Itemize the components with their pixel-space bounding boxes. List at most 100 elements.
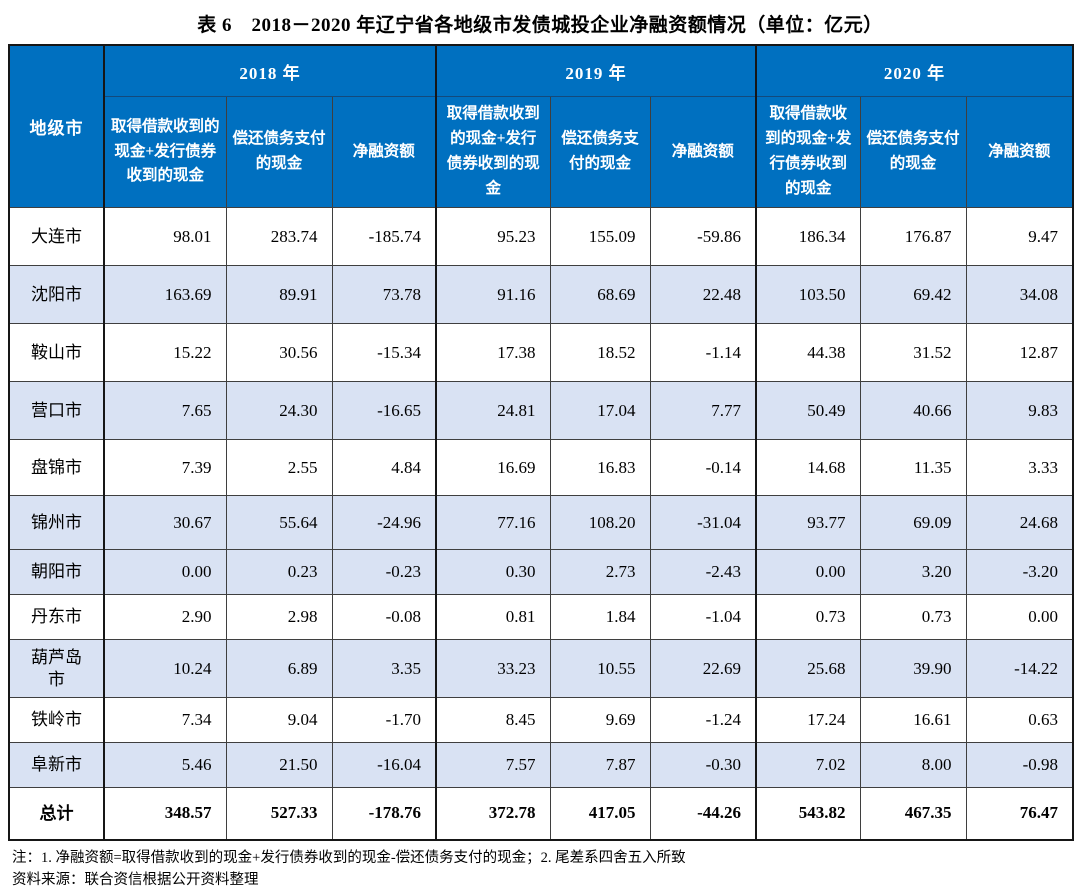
year-header-2020: 2020 年 [755,44,1074,97]
value-cell: 89.91 [225,265,333,324]
value-cell: 50.49 [755,381,861,440]
table-row: 铁岭市 7.34 9.04 -1.70 8.45 9.69 -1.24 17.24 16.61 0… [8,697,1074,743]
value-cell: 103.50 [755,265,861,324]
value-cell: 1.84 [549,594,651,640]
value-cell: -185.74 [331,207,437,266]
col-header-debt-repaid-2020: 偿还债务支付的现金 [859,96,967,208]
value-cell: 186.34 [755,207,861,266]
value-cell: 7.65 [103,381,227,440]
value-cell: 34.08 [965,265,1074,324]
year-header-row: 地级市 2018 年 2019 年 2020 年 [8,44,1074,208]
value-cell: -15.34 [331,323,437,382]
value-cell: 17.04 [549,381,651,440]
year-header-2018: 2018 年 [103,44,437,97]
value-cell: 30.56 [225,323,333,382]
value-cell: -1.70 [331,697,437,743]
table-row: 锦州市 30.67 55.64 -24.96 77.16 108.20 -31.04 93.7… [8,495,1074,550]
value-cell: 527.33 [225,787,333,840]
city-column-header: 地级市 [8,44,105,208]
value-cell: 69.09 [859,495,967,550]
value-cell: 0.00 [103,549,227,595]
table-notes: 注：1. 净融资额=取得借款收到的现金+发行债券收到的现金-偿还债务支付的现金；… [12,847,1070,891]
value-cell: 9.69 [549,697,651,743]
value-cell: 283.74 [225,207,333,266]
table-row: 葫芦岛市 10.24 6.89 3.35 33.23 10.55 22.69 25.68 39.… [8,639,1074,698]
value-cell: 0.73 [755,594,861,640]
value-cell: 0.00 [755,549,861,595]
value-cell: 95.23 [435,207,551,266]
col-header-debt-repaid-2019: 偿还债务支付的现金 [549,96,651,208]
value-cell: 24.81 [435,381,551,440]
value-cell: -1.14 [649,323,757,382]
city-cell: 大连市 [8,207,105,266]
value-cell: 16.69 [435,439,551,496]
value-cell: 372.78 [435,787,551,840]
year-header-2019: 2019 年 [435,44,757,97]
table-row: 大连市 98.01 283.74 -185.74 95.23 155.09 -59.86 18… [8,207,1074,266]
value-cell: 9.04 [225,697,333,743]
table-row: 盘锦市 7.39 2.55 4.84 16.69 16.83 -0.14 14.68 11.35… [8,439,1074,496]
source-line: 资料来源：联合资信根据公开资料整理 [12,871,259,888]
total-row: 总计 348.57 527.33 -178.76 372.78 417.05 -44.26 5… [8,787,1074,840]
value-cell: 7.34 [103,697,227,743]
value-cell: 24.68 [965,495,1074,550]
value-cell: 163.69 [103,265,227,324]
value-cell: 12.87 [965,323,1074,382]
city-cell: 盘锦市 [8,439,105,496]
value-cell: 18.52 [549,323,651,382]
value-cell: 40.66 [859,381,967,440]
city-cell: 朝阳市 [8,549,105,595]
value-cell: 7.77 [649,381,757,440]
value-cell: 2.90 [103,594,227,640]
value-cell: 77.16 [435,495,551,550]
city-cell: 丹东市 [8,594,105,640]
col-header-net-financing-2020: 净融资额 [965,96,1074,208]
value-cell: 2.73 [549,549,651,595]
value-cell: 33.23 [435,639,551,698]
value-cell: 2.98 [225,594,333,640]
col-header-cash-received-2018: 取得借款收到的现金+发行债券收到的现金 [103,96,227,208]
value-cell: 16.61 [859,697,967,743]
value-cell: 14.68 [755,439,861,496]
value-cell: 8.45 [435,697,551,743]
value-cell: 55.64 [225,495,333,550]
table-row: 朝阳市 0.00 0.23 -0.23 0.30 2.73 -2.43 0.00 3.20 -3.… [8,549,1074,595]
value-cell: 176.87 [859,207,967,266]
value-cell: 10.55 [549,639,651,698]
value-cell: 543.82 [755,787,861,840]
value-cell: 0.73 [859,594,967,640]
value-cell: 17.24 [755,697,861,743]
value-cell: 7.39 [103,439,227,496]
value-cell: 68.69 [549,265,651,324]
value-cell: -2.43 [649,549,757,595]
city-cell: 葫芦岛市 [8,639,105,698]
value-cell: -1.04 [649,594,757,640]
value-cell: 348.57 [103,787,227,840]
sub-header-row: 取得借款收到的现金+发行债券收到的现金 偿还债务支付的现金 净融资额 取得借款收… [9,96,1074,208]
value-cell: 25.68 [755,639,861,698]
value-cell: -44.26 [649,787,757,840]
value-cell: 22.69 [649,639,757,698]
value-cell: 4.84 [331,439,437,496]
col-header-net-financing-2019: 净融资额 [649,96,757,208]
table-row: 鞍山市 15.22 30.56 -15.34 17.38 18.52 -1.14 44.38 3… [8,323,1074,382]
col-header-net-financing-2018: 净融资额 [331,96,437,208]
value-cell: 0.23 [225,549,333,595]
value-cell: 11.35 [859,439,967,496]
value-cell: 93.77 [755,495,861,550]
value-cell: -0.30 [649,742,757,788]
col-header-cash-received-2020: 取得借款收到的现金+发行债券收到的现金 [755,96,861,208]
value-cell: 108.20 [549,495,651,550]
value-cell: 7.02 [755,742,861,788]
value-cell: 69.42 [859,265,967,324]
value-cell: 0.00 [965,594,1074,640]
value-cell: 39.90 [859,639,967,698]
value-cell: 3.33 [965,439,1074,496]
value-cell: 10.24 [103,639,227,698]
value-cell: 7.57 [435,742,551,788]
value-cell: 15.22 [103,323,227,382]
value-cell: -16.65 [331,381,437,440]
value-cell: 5.46 [103,742,227,788]
value-cell: -59.86 [649,207,757,266]
value-cell: -178.76 [331,787,437,840]
